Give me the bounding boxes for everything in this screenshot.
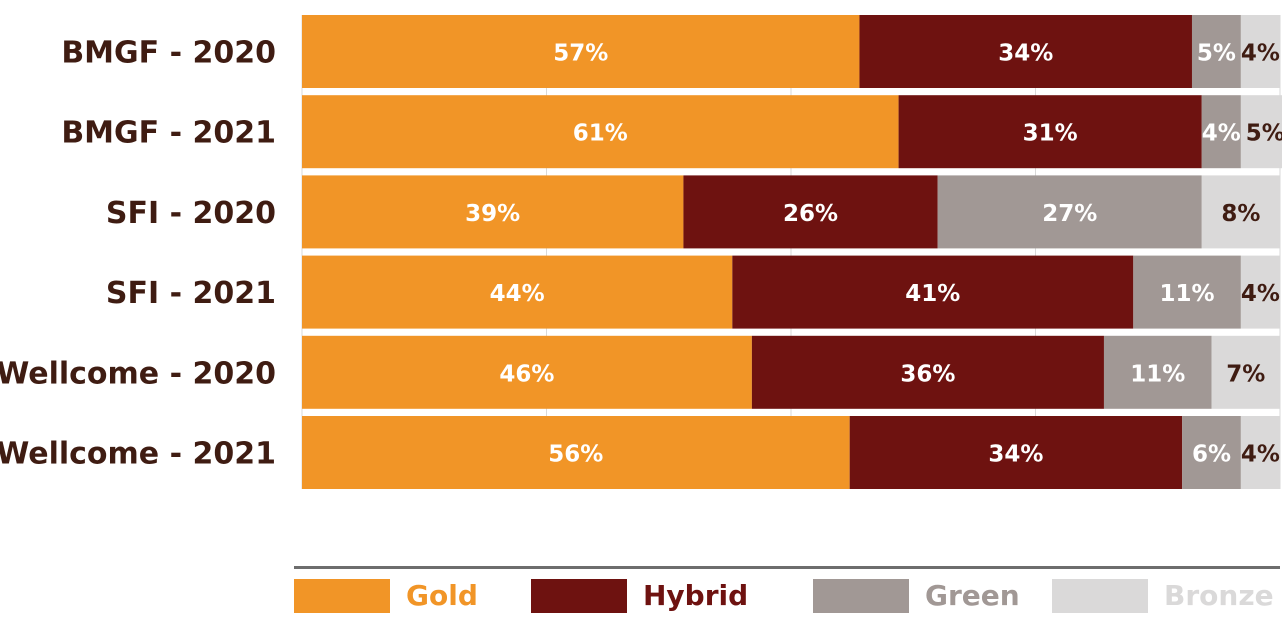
legend-swatch-bronze — [1052, 579, 1148, 613]
bar-segment-gold — [302, 175, 684, 249]
bar-segment-bronze — [1240, 416, 1280, 489]
data-label: 39% — [465, 201, 520, 227]
data-label: 4% — [1241, 41, 1280, 67]
legend-label-gold: Gold — [406, 579, 478, 612]
bar-segment-green — [937, 175, 1202, 249]
bar-segment-hybrid — [732, 255, 1134, 329]
bar-segment-bronze — [1240, 15, 1280, 88]
data-label: 34% — [988, 442, 1043, 468]
legend-swatch-gold — [294, 579, 390, 613]
data-label: 36% — [900, 361, 955, 387]
data-label: 41% — [905, 281, 960, 307]
data-label: 11% — [1160, 281, 1215, 307]
bar-segment-bronze — [1240, 95, 1282, 169]
bar-segment-bronze — [1201, 175, 1280, 249]
data-label: 4% — [1241, 281, 1280, 307]
category-label: SFI - 2020 — [106, 196, 276, 231]
data-label: 26% — [783, 201, 838, 227]
bar-segment-green — [1201, 95, 1241, 169]
data-label: 34% — [998, 41, 1053, 67]
data-label: 8% — [1221, 201, 1260, 227]
data-label: 44% — [490, 281, 545, 307]
bar-segment-hybrid — [859, 15, 1192, 88]
bar-segment-gold — [302, 416, 850, 489]
data-label: 46% — [499, 361, 554, 387]
legend-label-bronze: Bronze — [1164, 579, 1274, 612]
bar-segment-green — [1191, 15, 1241, 88]
data-label: 57% — [553, 41, 608, 67]
bar-segment-hybrid — [898, 95, 1202, 169]
stacked-bar-chart: BMGF - 2020 57% 34% 5% 4%BMGF - 2021 61% 31% 4%… — [0, 15, 1282, 489]
legend-swatch-hybrid — [531, 579, 627, 613]
legend-divider — [294, 566, 1280, 569]
legend-label-green: Green — [925, 579, 1020, 612]
category-label: Wellcome - 2020 — [0, 356, 276, 391]
bar-segment-hybrid — [683, 175, 938, 249]
legend-label-hybrid: Hybrid — [643, 579, 749, 612]
bar-segment-gold — [302, 335, 752, 409]
data-label: 5% — [1246, 121, 1282, 147]
bar-segment-green — [1103, 335, 1212, 409]
bar-segment-green — [1133, 255, 1241, 329]
category-label: SFI - 2021 — [106, 276, 276, 311]
bar-segment-gold — [302, 95, 899, 169]
data-label: 61% — [573, 121, 628, 147]
data-label: 56% — [548, 442, 603, 468]
data-label: 4% — [1202, 121, 1241, 147]
data-label: 11% — [1130, 361, 1185, 387]
data-label: 27% — [1042, 201, 1097, 227]
bar-segment-hybrid — [849, 416, 1183, 489]
bar-segment-green — [1182, 416, 1241, 489]
bar-segment-gold — [302, 15, 860, 88]
data-label: 4% — [1241, 442, 1280, 468]
data-label: 31% — [1023, 121, 1078, 147]
bar-segment-gold — [302, 255, 733, 329]
legend-swatch-green — [813, 579, 909, 613]
bar-segment-hybrid — [751, 335, 1104, 409]
data-label: 6% — [1192, 442, 1231, 468]
chart-legend: Gold Hybrid Green Bronze — [294, 566, 1280, 619]
category-label: BMGF - 2021 — [61, 116, 276, 151]
data-label: 7% — [1226, 361, 1265, 387]
category-label: BMGF - 2020 — [61, 36, 276, 71]
bar-segment-bronze — [1240, 255, 1280, 329]
bar-segment-bronze — [1211, 335, 1280, 409]
category-label: Wellcome - 2021 — [0, 437, 276, 472]
data-label: 5% — [1197, 41, 1236, 67]
